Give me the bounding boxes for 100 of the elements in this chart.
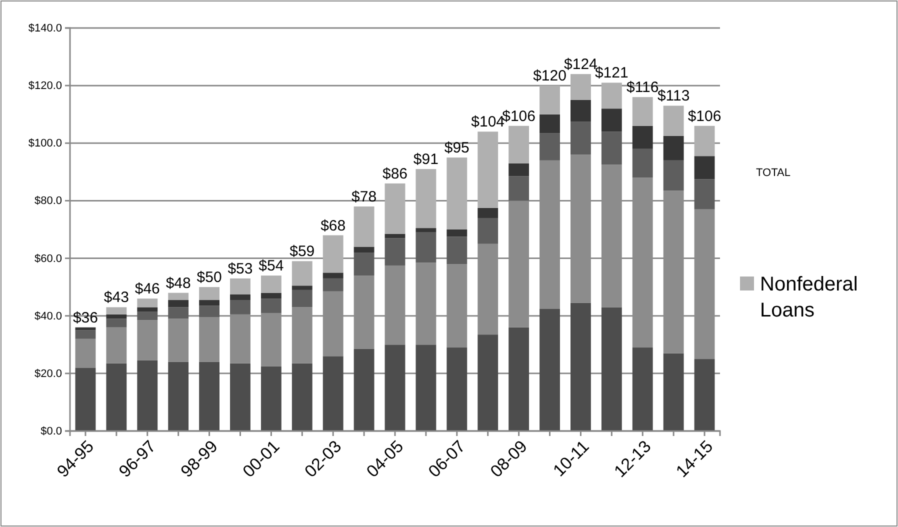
bar [75,338,96,368]
bar [416,228,436,232]
text: TOTAL [756,167,790,179]
bar [322,235,344,273]
bar [416,232,436,263]
bar [478,218,498,244]
y-tick-label: $140.0 [28,22,62,35]
bar [478,208,498,218]
bar [260,292,282,299]
bar [632,148,653,178]
total-label: $36 [72,309,98,326]
bar [663,106,684,136]
bar [168,307,189,319]
total-label: $43 [104,289,129,306]
y-tick-label: $100.0 [28,138,62,150]
bar [663,136,684,160]
total-label: $46 [134,280,160,298]
bar [322,356,344,431]
bar [230,278,250,294]
bar [292,261,312,286]
y-tick-label: $80.0 [34,195,62,208]
bar [446,348,468,431]
bar [478,334,498,431]
bar [168,362,189,431]
bar [416,344,436,431]
bar [199,317,220,362]
bar [137,360,158,431]
bar [292,290,312,308]
bar [508,163,530,176]
bar [354,246,374,253]
bar [199,362,220,431]
bar [508,176,530,201]
bar [168,292,189,300]
bar [601,82,622,109]
bar [199,287,220,300]
legend-label: Nonfederal Loans [760,274,858,322]
bar [540,114,560,134]
bar [106,363,127,431]
total-label: $50 [196,269,222,286]
bar [570,74,591,100]
total-label: $106 [688,108,722,125]
total-label: $48 [166,274,191,292]
bar [230,294,250,300]
bar [446,158,468,230]
bar [508,126,530,164]
bar [137,320,158,360]
y-tick-label: $40.0 [34,310,62,322]
total-label: $54 [258,258,284,275]
y-tick-label: $60.0 [34,252,62,265]
bar [416,169,436,228]
bar [354,348,374,431]
bar [632,97,653,126]
bar [570,302,591,431]
bar [292,363,312,431]
bar [292,286,312,290]
total-label: $120 [533,68,566,85]
total-label: $86 [382,165,408,182]
total-label: $91 [413,151,438,168]
bar [694,179,715,210]
bar [260,366,282,431]
bar [601,108,622,132]
bar [137,307,158,312]
bar [601,307,622,431]
bar [632,348,653,431]
bar [137,298,158,308]
bar [260,298,282,313]
bar [106,327,127,364]
total-label: $59 [290,243,315,260]
bar [168,300,189,308]
total-label: $68 [320,217,346,234]
bar [540,86,560,114]
bar [75,368,96,431]
bar [106,318,127,328]
bar [199,300,220,306]
bar [354,206,374,247]
total-label: $113 [657,88,690,105]
bar [540,133,560,160]
total-label: $53 [228,260,253,278]
bar [322,278,344,292]
bar [632,126,653,149]
bar [570,122,591,155]
bar [508,327,530,431]
bar [322,272,344,278]
bar [106,307,127,314]
bar [570,100,591,122]
y-tick-label: $0.0 [40,426,62,438]
bar [230,363,250,431]
total-label: $116 [626,79,659,96]
y-tick-label: $20.0 [34,368,62,380]
bar [260,276,282,293]
bar [663,160,684,191]
y-tick-label: $120.0 [28,80,62,92]
bar [601,132,622,165]
total-label: $95 [444,140,470,157]
bar [354,252,374,276]
bar [199,306,220,318]
bar [384,238,406,266]
total-label: $78 [352,188,377,206]
bar [694,126,715,156]
bar [384,234,406,238]
